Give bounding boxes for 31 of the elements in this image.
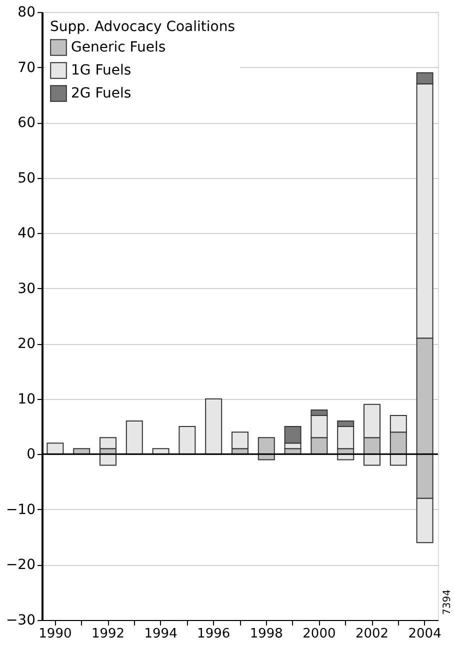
x-tick-label: 2000 xyxy=(302,626,336,642)
y-tick-label: −10 xyxy=(6,502,36,518)
legend-label: Generic Fuels xyxy=(71,40,166,56)
bar xyxy=(100,437,116,450)
y-tick-label: 20 xyxy=(18,336,36,352)
y-tick-label: 80 xyxy=(18,4,36,20)
legend-label: 1G Fuels xyxy=(71,62,132,78)
bar xyxy=(205,398,222,455)
x-tick-label: 1990 xyxy=(38,626,72,642)
x-tick-label: 2002 xyxy=(355,626,389,642)
bar xyxy=(232,432,248,450)
y-tick-label: 50 xyxy=(18,170,36,186)
legend-label: 2G Fuels xyxy=(71,86,132,102)
x-tick-label: 1994 xyxy=(144,626,178,642)
x-tick-label: 1992 xyxy=(91,626,125,642)
legend-title: Supp. Advocacy Coalitions xyxy=(50,19,236,35)
bar xyxy=(178,426,196,455)
y-tick-label: −20 xyxy=(6,557,36,574)
y-tick-label: 40 xyxy=(18,226,36,242)
y-tick-label: 0 xyxy=(26,446,36,463)
y-tick-label: 70 xyxy=(18,60,36,76)
bar xyxy=(46,442,64,455)
y-tick-label: 30 xyxy=(18,280,36,297)
x-tick-label: 2004 xyxy=(408,626,442,642)
y-tick-label: 60 xyxy=(18,115,36,132)
x-tick-label: 1998 xyxy=(250,626,283,642)
y-tick-label: −30 xyxy=(6,612,36,628)
y-tick-label: 10 xyxy=(18,391,36,408)
text: 7394 xyxy=(442,590,453,615)
x-tick-label: 1996 xyxy=(197,626,230,642)
bar xyxy=(126,420,143,455)
